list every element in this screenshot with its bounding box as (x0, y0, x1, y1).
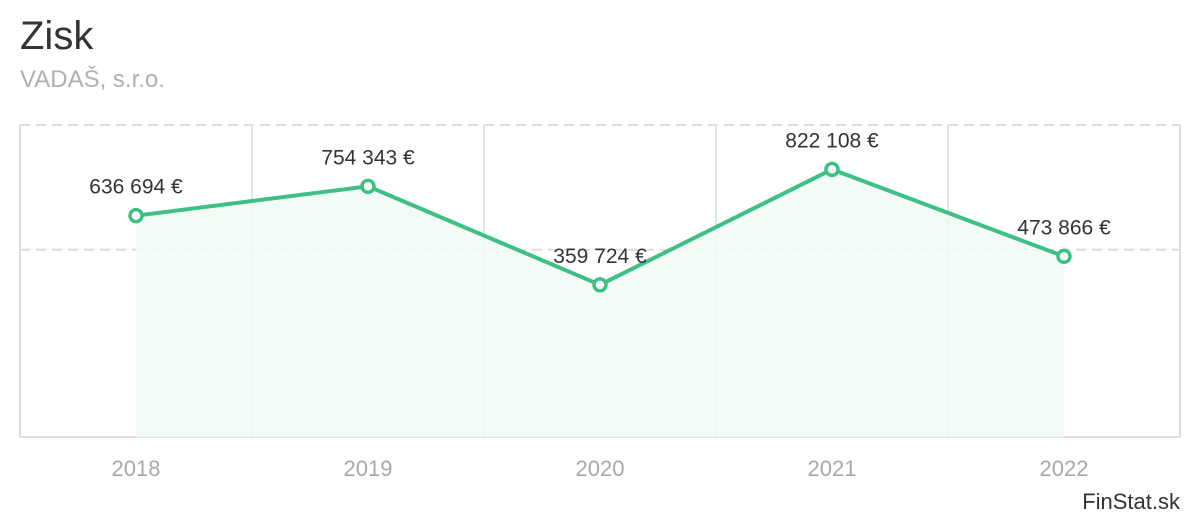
data-point-2020 (592, 277, 608, 293)
chart-title: Zisk (20, 14, 94, 58)
data-points (128, 161, 1072, 293)
x-axis-ticks: 2018 2019 2020 2021 2022 (112, 456, 1089, 481)
x-tick-label-2018: 2018 (112, 456, 161, 481)
series-area (136, 169, 1064, 437)
brand-link[interactable]: FinStat.sk (1082, 489, 1180, 514)
data-point-2021 (824, 161, 840, 178)
data-label-2019: 754 343 € (321, 146, 415, 169)
data-label-2018: 636 694 € (89, 176, 183, 199)
x-tick-label-2021: 2021 (808, 456, 857, 481)
data-label-2021: 822 108 € (785, 129, 879, 152)
x-tick-label-2019: 2019 (344, 456, 393, 481)
data-point-2018 (128, 207, 144, 224)
data-label-2022: 473 866 € (1017, 216, 1111, 239)
x-tick-label-2020: 2020 (576, 456, 625, 481)
data-point-2022 (1056, 248, 1072, 265)
data-label-2020: 359 724 € (553, 245, 647, 268)
x-tick-label-2022: 2022 (1040, 456, 1089, 481)
data-point-2019 (360, 178, 376, 195)
data-labels: 636 694 € 754 343 € 359 724 € 822 108 € 473 … (89, 129, 1111, 267)
chart-subtitle: VADAŠ, s.r.o. (20, 66, 165, 93)
